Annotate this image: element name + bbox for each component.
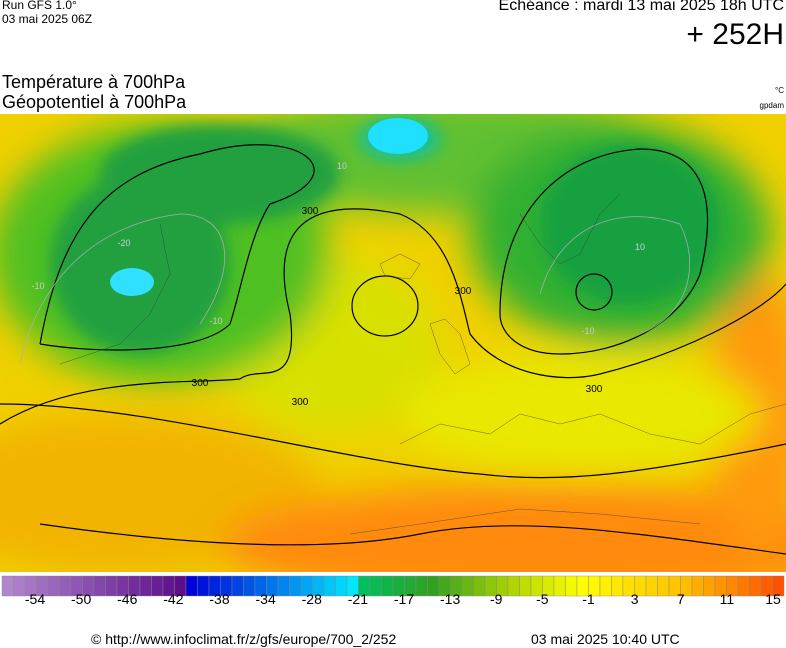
color-swatch [507, 575, 520, 597]
legend-label: -1 [582, 591, 595, 605]
color-swatch [427, 575, 440, 597]
legend-label: -17 [394, 591, 414, 605]
unit-gpdam: gpdam [759, 101, 784, 110]
color-swatch [1, 575, 14, 597]
color-swatch [93, 575, 106, 597]
color-swatch [105, 575, 118, 597]
temperature-label: -10 [581, 326, 594, 336]
color-swatch [243, 575, 256, 597]
color-legend: -54 -50 -46 -42 -38 -34 -28 -21 -17 -13 -9 -5 -1 3 7 11… [1, 575, 785, 605]
color-swatch [335, 575, 348, 597]
color-swatch [611, 575, 624, 597]
legend-label: -38 [209, 591, 229, 605]
legend-label: -13 [440, 591, 460, 605]
legend-label: 7 [677, 591, 685, 605]
temperature-label: 10 [635, 242, 645, 252]
contour-label: 300 [455, 286, 472, 297]
color-swatch [749, 575, 762, 597]
legend-label: -54 [25, 591, 45, 605]
color-swatch [185, 575, 198, 597]
legend-label: -46 [117, 591, 137, 605]
color-swatch [565, 575, 578, 597]
legend-label: -34 [256, 591, 276, 605]
color-swatch [657, 575, 670, 597]
color-swatch [59, 575, 72, 597]
contour-label: 300 [192, 378, 209, 389]
legend-label: -5 [536, 591, 549, 605]
contour-label: 300 [302, 206, 319, 217]
color-swatch [381, 575, 394, 597]
temperature-label: -10 [31, 281, 44, 291]
color-swatch [415, 575, 428, 597]
color-swatch [599, 575, 612, 597]
color-swatch [737, 575, 750, 597]
temperature-label: -10 [209, 316, 222, 326]
color-swatch [231, 575, 244, 597]
legend-label: -28 [302, 591, 322, 605]
lead-time: + 252H [686, 18, 784, 51]
color-swatch [47, 575, 60, 597]
color-swatch [139, 575, 152, 597]
color-swatch [519, 575, 532, 597]
color-swatch [289, 575, 302, 597]
color-swatch [772, 575, 785, 597]
footer-timestamp: 03 mai 2025 10:40 UTC [531, 631, 680, 647]
legend-label: 15 [765, 591, 781, 605]
color-swatch [691, 575, 704, 597]
echeance: Echéance : mardi 13 mai 2025 18h UTC [498, 0, 784, 14]
title-temperature: Température à 700hPa [2, 72, 186, 92]
legend-label: 3 [631, 591, 639, 605]
color-swatch [461, 575, 474, 597]
color-swatch [553, 575, 566, 597]
unit-celsius: °C [775, 86, 784, 95]
temperature-label: -20 [117, 238, 130, 248]
run-date: 03 mai 2025 06Z [2, 12, 93, 26]
weather-map: 300 300 300 300 300 -10 -20 -10 10 -10 10 [0, 114, 786, 572]
temperature-label: 10 [337, 161, 347, 171]
color-swatch [645, 575, 658, 597]
legend-label: -42 [163, 591, 183, 605]
legend-label: -21 [348, 591, 368, 605]
footer-url: © http://www.infoclimat.fr/z/gfs/europe/… [91, 631, 397, 647]
color-swatch [277, 575, 290, 597]
color-swatch [197, 575, 210, 597]
color-swatch [473, 575, 486, 597]
contour-label: 300 [292, 397, 309, 408]
color-swatch [369, 575, 382, 597]
run-label: Run GFS 1.0° [2, 0, 77, 12]
title-geopotential: Géopotentiel à 700hPa [2, 92, 187, 112]
contour-label: 300 [586, 384, 603, 395]
color-swatch [151, 575, 164, 597]
legend-label: 11 [720, 591, 735, 605]
color-swatch [13, 575, 26, 597]
color-swatch [703, 575, 716, 597]
color-swatch [323, 575, 336, 597]
legend-label: -50 [71, 591, 91, 605]
legend-label: -9 [490, 591, 503, 605]
